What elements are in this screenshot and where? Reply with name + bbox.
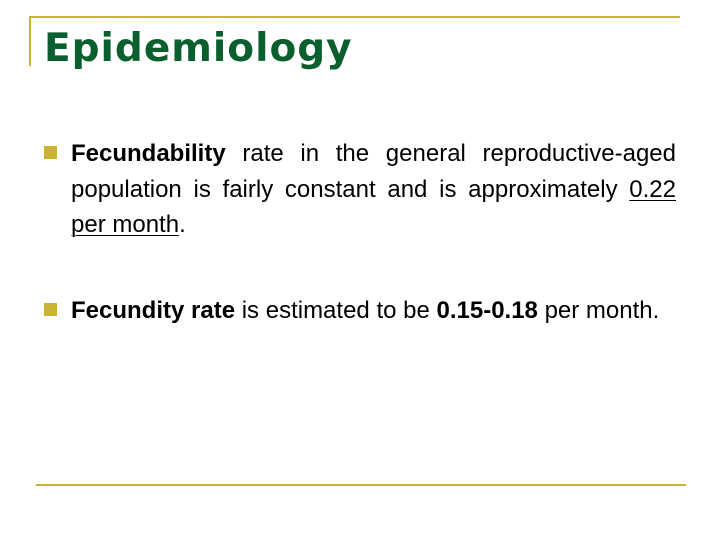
slide-title: Epidemiology — [44, 26, 353, 71]
bullet-list: Fecundability rate in the general reprod… — [44, 136, 676, 378]
bullet-term: Fecundability — [71, 140, 226, 167]
bullet-item-fecundability: Fecundability rate in the general reprod… — [44, 136, 676, 243]
square-bullet-icon — [44, 302, 57, 316]
bullet-item-fecundity: Fecundity rate is estimated to be 0.15-0… — [44, 293, 676, 329]
bullet-text: rate in the general reproductive-aged po… — [71, 140, 676, 203]
left-border-line — [29, 16, 31, 66]
square-bullet-icon — [44, 146, 57, 159]
bullet-text: is estimated to be — [241, 296, 437, 324]
bullet-value: 0.15-0.18 — [436, 296, 538, 324]
bullet-value: 0.22 per month — [71, 175, 676, 239]
bottom-border-line — [36, 484, 686, 486]
bullet-text-end: . — [179, 211, 186, 238]
bullet-text-end: per month. — [537, 296, 660, 324]
top-border-line — [30, 16, 680, 18]
bullet-term: Fecundity rate — [71, 296, 236, 324]
